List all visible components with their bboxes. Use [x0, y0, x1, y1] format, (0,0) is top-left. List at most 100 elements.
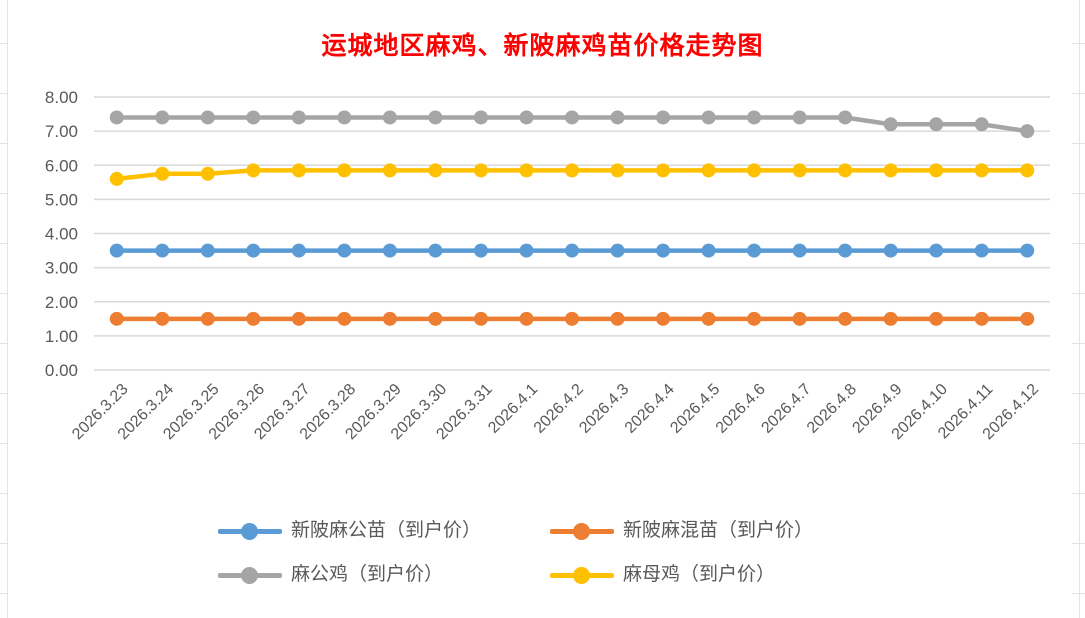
data-point[interactable]	[883, 163, 898, 178]
data-point[interactable]	[519, 311, 534, 326]
data-point[interactable]	[1020, 124, 1035, 139]
data-point[interactable]	[200, 243, 215, 258]
data-point[interactable]	[883, 311, 898, 326]
data-point[interactable]	[382, 311, 397, 326]
data-point[interactable]	[155, 110, 170, 125]
data-point[interactable]	[109, 243, 124, 258]
data-point[interactable]	[473, 110, 488, 125]
data-point[interactable]	[747, 311, 762, 326]
data-point[interactable]	[291, 163, 306, 178]
data-point[interactable]	[428, 311, 443, 326]
data-point[interactable]	[838, 110, 853, 125]
data-point[interactable]	[974, 243, 989, 258]
worksheet-gridline	[0, 443, 8, 444]
x-axis-tick-label: 2026.4.7	[758, 381, 814, 437]
legend-marker-line-dot-icon	[550, 566, 614, 584]
data-point[interactable]	[200, 311, 215, 326]
data-point[interactable]	[519, 243, 534, 258]
data-point[interactable]	[155, 243, 170, 258]
data-point[interactable]	[838, 311, 853, 326]
data-point[interactable]	[565, 163, 579, 178]
data-point[interactable]	[382, 163, 397, 178]
data-point[interactable]	[473, 163, 488, 178]
data-point[interactable]	[519, 110, 534, 125]
data-point[interactable]	[246, 110, 261, 125]
data-point[interactable]	[792, 110, 807, 125]
data-point[interactable]	[291, 110, 306, 125]
data-point[interactable]	[610, 311, 625, 326]
data-point[interactable]	[747, 110, 762, 125]
x-axis-tick-label: 2026.4.6	[713, 381, 769, 437]
data-point[interactable]	[109, 171, 124, 186]
data-point[interactable]	[200, 110, 215, 125]
data-point[interactable]	[610, 243, 625, 258]
data-point[interactable]	[155, 311, 170, 326]
data-point[interactable]	[109, 110, 124, 125]
data-point[interactable]	[337, 243, 352, 258]
data-point[interactable]	[792, 311, 807, 326]
data-point[interactable]	[428, 110, 443, 125]
data-point[interactable]	[1020, 243, 1035, 258]
data-point[interactable]	[929, 117, 944, 132]
data-point[interactable]	[382, 243, 397, 258]
plot-area[interactable]: 0.00 1.00 2.00 3.00 4.00 5.00 6.00 7.00 8.00 2026…	[0, 0, 1085, 510]
data-point[interactable]	[1020, 311, 1035, 326]
data-point[interactable]	[428, 163, 443, 178]
data-point[interactable]	[109, 311, 124, 326]
data-point[interactable]	[610, 110, 625, 125]
data-point[interactable]	[656, 110, 671, 125]
legend-item-ma-gong-ji[interactable]: 麻公鸡（到户价）	[218, 563, 443, 587]
worksheet-gridline	[0, 343, 8, 344]
y-axis-tick-label: 1.00	[45, 327, 78, 346]
data-point[interactable]	[701, 311, 716, 326]
legend-item-xinpo-ma-gong-miao[interactable]: 新陂麻公苗（到户价）	[218, 519, 481, 543]
data-point[interactable]	[291, 243, 306, 258]
data-point[interactable]	[1020, 163, 1035, 178]
data-point[interactable]	[428, 243, 443, 258]
data-point[interactable]	[747, 243, 762, 258]
data-point[interactable]	[792, 163, 807, 178]
data-point[interactable]	[246, 163, 261, 178]
data-point[interactable]	[701, 163, 716, 178]
data-point[interactable]	[291, 311, 306, 326]
data-point[interactable]	[929, 163, 944, 178]
data-point[interactable]	[246, 243, 261, 258]
data-point[interactable]	[929, 311, 944, 326]
data-point[interactable]	[929, 243, 944, 258]
data-point[interactable]	[337, 110, 352, 125]
data-point[interactable]	[974, 117, 989, 132]
data-point[interactable]	[701, 110, 716, 125]
data-point[interactable]	[473, 243, 488, 258]
data-point[interactable]	[246, 311, 261, 326]
y-axis-tick-label: 8.00	[45, 88, 78, 107]
data-point[interactable]	[565, 243, 579, 258]
data-point[interactable]	[337, 163, 352, 178]
data-point[interactable]	[155, 166, 170, 181]
data-point[interactable]	[200, 166, 215, 181]
data-point[interactable]	[792, 243, 807, 258]
legend-marker-line-dot-icon	[218, 566, 282, 584]
data-point[interactable]	[656, 243, 671, 258]
data-point[interactable]	[610, 163, 625, 178]
data-point[interactable]	[656, 163, 671, 178]
legend-item-ma-mu-ji[interactable]: 麻母鸡（到户价）	[550, 563, 775, 587]
data-point[interactable]	[337, 311, 352, 326]
chart-title[interactable]: 运城地区麻鸡、新陂麻鸡苗价格走势图	[321, 33, 764, 60]
data-point[interactable]	[565, 110, 579, 125]
data-point[interactable]	[701, 243, 716, 258]
data-point[interactable]	[565, 311, 579, 326]
data-point[interactable]	[838, 163, 853, 178]
worksheet-gridline	[1072, 443, 1085, 444]
data-point[interactable]	[974, 163, 989, 178]
data-point[interactable]	[747, 163, 762, 178]
data-point[interactable]	[974, 311, 989, 326]
data-point[interactable]	[656, 311, 671, 326]
data-point[interactable]	[883, 243, 898, 258]
worksheet-gridline	[0, 543, 8, 544]
data-point[interactable]	[473, 311, 488, 326]
legend-item-xinpo-ma-hun-miao[interactable]: 新陂麻混苗（到户价）	[550, 519, 813, 543]
data-point[interactable]	[382, 110, 397, 125]
data-point[interactable]	[883, 117, 898, 132]
data-point[interactable]	[519, 163, 534, 178]
data-point[interactable]	[838, 243, 853, 258]
